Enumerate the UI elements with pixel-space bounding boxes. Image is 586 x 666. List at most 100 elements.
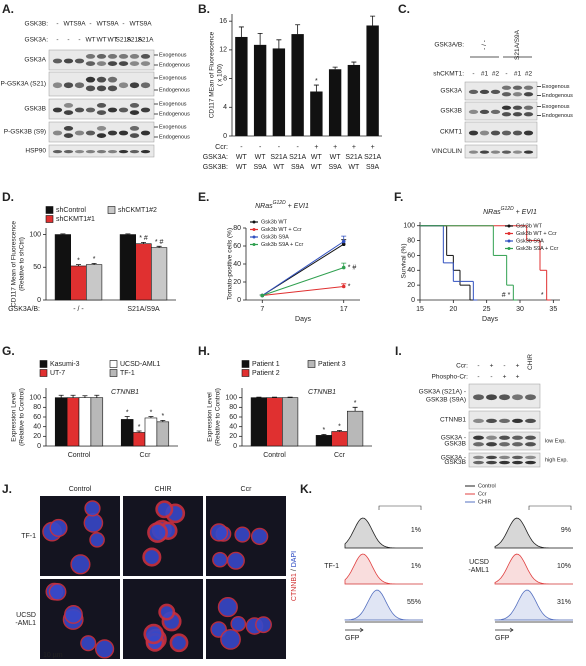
title-part: NRas (255, 203, 273, 210)
panel-label: D. (2, 190, 14, 204)
row-cell: - (278, 144, 281, 151)
y-tick-label: 16 (219, 18, 227, 25)
blot-band (118, 150, 129, 154)
row-cell: - (259, 144, 262, 151)
y-tick-label: 0 (37, 297, 41, 304)
blot-band (525, 455, 536, 460)
panel-label: I. (395, 344, 402, 358)
row-cell: - (240, 144, 243, 151)
title-part: + EVI1 (286, 203, 309, 210)
row-cell: + (490, 363, 494, 370)
bar (144, 417, 158, 447)
group-header: S21A/S9A (514, 29, 521, 60)
blot-band (74, 130, 85, 136)
micrograph (206, 579, 286, 659)
chart-title: NRasG12D + EVI1 (255, 200, 309, 210)
legend-label: UT-7 (50, 370, 65, 377)
blot-band (118, 130, 129, 136)
bar (86, 264, 103, 301)
channel-name: CTNNB1 (291, 573, 298, 601)
gate (528, 505, 572, 510)
legend-label: TF-1 (120, 370, 135, 377)
cell (155, 500, 174, 519)
row-cell: - (505, 71, 507, 78)
channel-name: / (291, 567, 298, 573)
band-note: Endogenous (542, 113, 573, 119)
y-tick-label: 0 (223, 133, 227, 140)
blot-band (499, 460, 510, 465)
x-tick-label: S21A/S9A (127, 306, 160, 313)
row-cell: + (314, 144, 318, 151)
y-tick-label: 80 (407, 237, 415, 244)
bar (310, 91, 323, 136)
y-tick-label: 20 (33, 433, 41, 440)
y-tick-label: 60 (229, 414, 237, 421)
blot-band (479, 150, 490, 154)
cell (70, 554, 91, 575)
title-part: NRas (483, 209, 501, 216)
y-tick-label: 20 (233, 279, 241, 286)
error-bar (136, 430, 142, 433)
sample-label: -AML1 (468, 567, 489, 574)
blot-band (512, 418, 523, 424)
blot-band (107, 130, 118, 136)
band-label: GSK3B (444, 459, 466, 466)
y-tick-label: 100 (225, 395, 237, 402)
blot-band (512, 460, 523, 465)
legend-label: Patient 3 (318, 361, 346, 368)
y-tick-label: 60 (33, 414, 41, 421)
legend-label: Gsk3b WT + Ccr (261, 227, 302, 233)
legend-label: Gsk3b WT (516, 223, 543, 229)
significance-mark: * (354, 400, 357, 407)
blot-band (129, 150, 140, 154)
x-tick-label: 15 (416, 306, 424, 313)
blot-band (473, 435, 484, 440)
cell (94, 639, 115, 659)
blot-band (468, 130, 479, 136)
blot-band (525, 394, 536, 401)
y-tick-label: 20 (229, 433, 237, 440)
error-bar (276, 39, 282, 49)
point (341, 242, 346, 246)
blot-band (486, 455, 497, 460)
significance-mark: * # (155, 239, 164, 246)
legend-label: shControl (56, 207, 86, 214)
blot-band (523, 105, 534, 110)
row-cell: #2 (492, 71, 500, 78)
y-tick-label: 0 (237, 297, 241, 304)
row-cell: S21A (127, 37, 144, 44)
error-bar (141, 242, 146, 244)
band-note: Exogenous (542, 84, 570, 90)
column-header: Control (69, 486, 92, 493)
gate-percent: 1% (411, 527, 421, 534)
histogram (494, 517, 573, 549)
x-tick-label: 7 (260, 306, 264, 313)
band-note: Endogenous (159, 134, 190, 140)
blot-band (486, 394, 497, 401)
band-note: high Exp. (545, 457, 568, 463)
legend-label: Ccr (478, 491, 487, 497)
band-note: Exogenous (159, 101, 187, 107)
row-cell: S21A (364, 154, 381, 161)
band-note: Endogenous (159, 111, 190, 117)
legend-label: Kasumi-3 (50, 361, 80, 368)
blot-band (486, 435, 497, 440)
legend-label: shCKMT1#2 (118, 207, 157, 214)
y-tick-label: 0 (233, 443, 237, 450)
legend-marker (507, 224, 511, 228)
error-bar (352, 406, 358, 412)
blot-band (479, 109, 490, 115)
significance-mark: * (93, 256, 96, 263)
cell (83, 513, 104, 533)
error-bar (124, 416, 130, 420)
blot-band (523, 85, 534, 90)
y-tick-label: 40 (233, 261, 241, 268)
blot-band (512, 394, 523, 401)
row-cell: - (78, 37, 80, 44)
row-cell: WT (311, 164, 323, 171)
blot-band (473, 442, 484, 447)
row-cell: WT (348, 164, 360, 171)
bar (346, 410, 364, 447)
cell (142, 547, 162, 567)
blot-band (107, 76, 118, 83)
